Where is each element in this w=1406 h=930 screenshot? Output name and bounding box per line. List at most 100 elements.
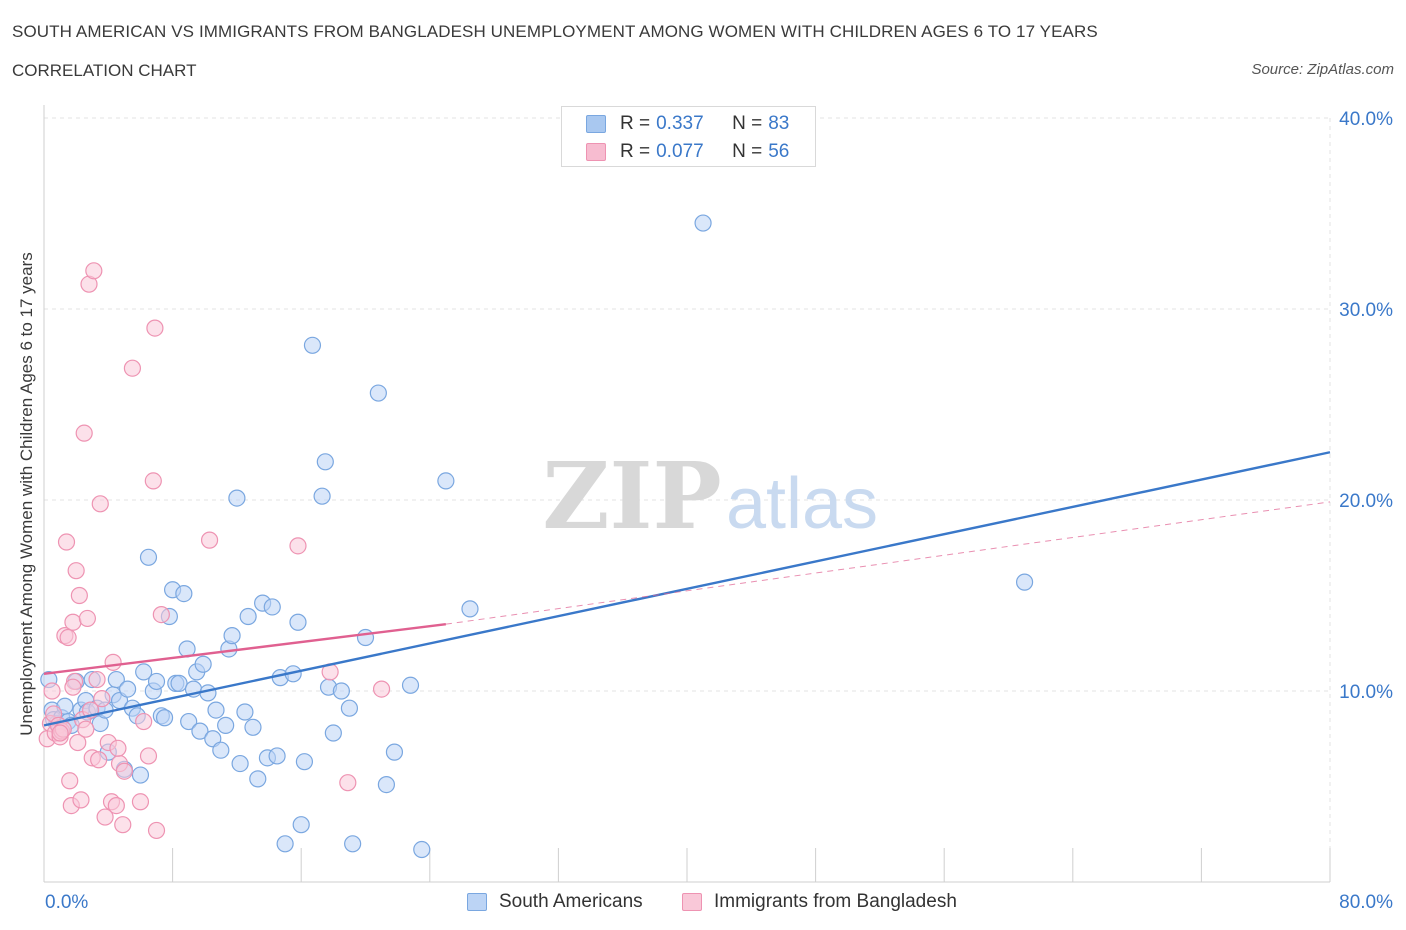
point-south-american [332,682,350,700]
legend-n-label: N = [732,113,763,134]
bottom-legend-label: Immigrants from Bangladesh [714,891,957,912]
point-bangladesh [64,613,82,631]
point-south-american [340,699,359,717]
point-south-american [239,607,257,626]
legend-swatch-blue [586,115,606,133]
trend-line-south-americans [43,451,1331,727]
point-south-american [289,613,307,631]
point-bangladesh [200,531,219,549]
point-bangladesh [147,821,166,840]
point-bangladesh [67,562,85,580]
bottom-legend-swatch-blue [467,893,487,911]
watermark-zip: ZIP [542,442,721,550]
point-south-american [170,674,188,692]
point-south-american [217,716,235,734]
legend-n-value: 56 [768,141,790,162]
point-south-american [316,453,334,471]
point-bangladesh [93,690,111,708]
point-south-american [356,628,375,647]
point-bangladesh [85,262,103,280]
point-bangladesh [61,772,79,790]
point-south-american [223,627,241,645]
point-bangladesh [139,747,158,765]
point-bangladesh [114,816,132,834]
point-south-american [135,663,153,681]
point-bangladesh [59,628,77,647]
y-tick-label: 30.0% [1339,300,1393,321]
point-bangladesh [152,605,170,624]
point-south-american [139,548,158,566]
point-bangladesh [51,724,69,742]
point-south-american [377,775,395,794]
correlation-legend: R = 0.337 N = 83 R = 0.077 N = 56 [561,106,816,167]
point-bangladesh [146,319,164,337]
point-bangladesh [372,680,391,698]
point-bangladesh [77,720,95,738]
point-bangladesh [104,653,122,671]
point-bangladesh [144,472,162,490]
point-south-american [413,840,431,859]
point-bangladesh [88,670,106,689]
point-bangladesh [339,774,357,792]
source-label: Source: ZipAtlas.com [1251,61,1394,78]
point-south-american [180,712,198,731]
legend-r-label: R = [620,113,651,134]
x-tick-label-min: 0.0% [45,892,88,913]
point-bangladesh [107,796,125,815]
point-bangladesh [115,762,133,780]
trend-lines [43,451,1331,727]
legend-r-value: 0.337 [656,113,704,134]
point-bangladesh [131,793,150,811]
point-south-american [194,655,212,673]
point-south-american [401,676,420,694]
point-south-american [292,816,310,834]
point-south-american [175,584,193,603]
point-bangladesh [109,739,127,757]
point-south-american [131,766,150,784]
point-south-american [694,214,712,232]
y-tick-label: 40.0% [1339,109,1393,130]
watermark-atlas: atlas [726,464,878,544]
bottom-legend-bangladesh: Immigrants from Bangladesh [682,890,957,914]
point-bangladesh [43,682,61,700]
bottom-legend-label: South Americans [499,891,643,912]
point-south-american [207,701,225,719]
y-tick-label: 20.0% [1339,491,1393,512]
point-south-american [303,336,322,354]
bottom-legend-south-americans: South Americans [467,890,643,914]
chart-title: SOUTH AMERICAN VS IMMIGRANTS FROM BANGLA… [12,22,1098,41]
legend-n-value: 83 [768,113,790,134]
y-axis-label: Unemployment Among Women with Children A… [17,252,36,736]
point-bangladesh [123,359,142,377]
tick-labels: 10.0% 20.0% 30.0% 40.0% 0.0% 80.0% [45,109,1393,913]
point-bangladesh [78,609,97,628]
point-south-american [385,743,404,761]
point-bangladesh [90,751,108,769]
point-south-american [324,724,342,742]
data-points [38,214,1034,859]
point-bangladesh [69,733,87,752]
point-bangladesh [75,424,93,442]
point-south-american [263,598,281,616]
watermark: ZIP atlas [542,442,878,550]
point-south-american [212,741,230,759]
point-south-american [276,835,294,853]
point-bangladesh [64,678,82,696]
point-bangladesh [135,712,153,731]
legend-row-south-americans: R = 0.337 N = 83 [586,113,789,135]
point-bangladesh [96,808,114,826]
point-south-american [244,718,262,736]
point-south-american [228,489,246,507]
point-south-american [313,487,331,505]
x-tick-label-max: 80.0% [1339,892,1393,913]
legend-n-label: N = [732,141,763,162]
trend-extension-bangladesh [445,501,1331,625]
point-south-american [155,709,174,727]
point-south-american [1015,573,1034,591]
point-south-american [249,770,267,788]
axes [43,105,1331,883]
point-south-american [118,680,137,698]
point-bangladesh [72,791,90,809]
point-south-american [231,754,249,773]
point-south-american [268,747,286,765]
